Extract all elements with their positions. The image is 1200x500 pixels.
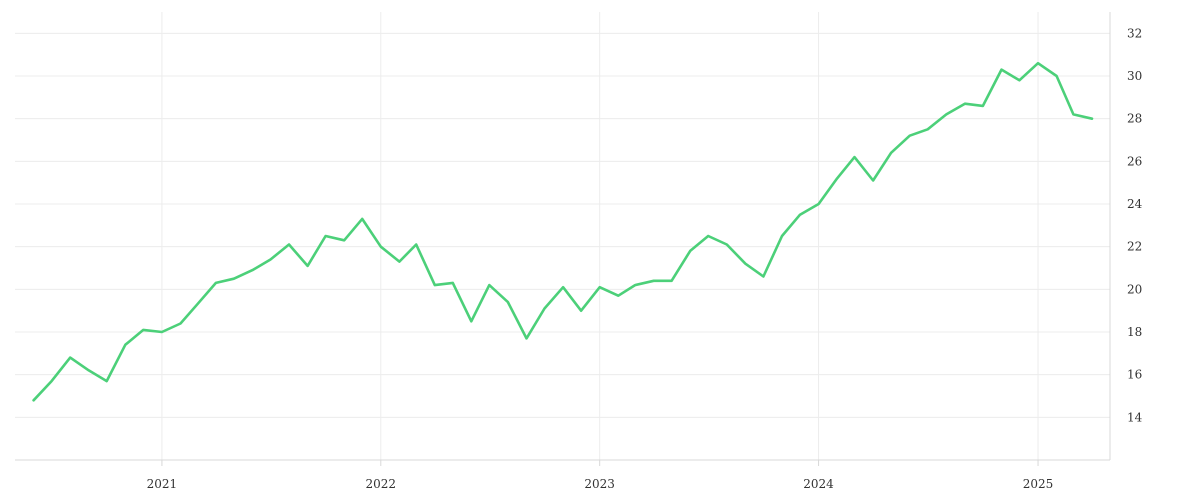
- y-tick-label: 30: [1127, 69, 1142, 83]
- x-tick-label: 2023: [584, 477, 615, 491]
- x-tick-label: 2022: [366, 477, 397, 491]
- y-tick-label: 14: [1127, 410, 1143, 424]
- series-layer: [32, 61, 1094, 402]
- x-tick-label: 2024: [803, 477, 834, 491]
- y-tick-label: 22: [1127, 240, 1142, 254]
- x-tick-label: 2021: [147, 477, 178, 491]
- y-tick-label: 28: [1127, 112, 1142, 126]
- y-tick-label: 32: [1127, 26, 1142, 40]
- y-tick-label: 16: [1127, 368, 1142, 382]
- x-tick-label: 2025: [1023, 477, 1054, 491]
- axes: [15, 12, 1111, 466]
- grid: [15, 12, 1110, 460]
- y-tick-label: 18: [1127, 325, 1142, 339]
- y-tick-label: 24: [1127, 197, 1143, 211]
- y-tick-label: 26: [1127, 154, 1142, 168]
- series-line: [32, 61, 1094, 402]
- y-tick-label: 20: [1127, 282, 1142, 296]
